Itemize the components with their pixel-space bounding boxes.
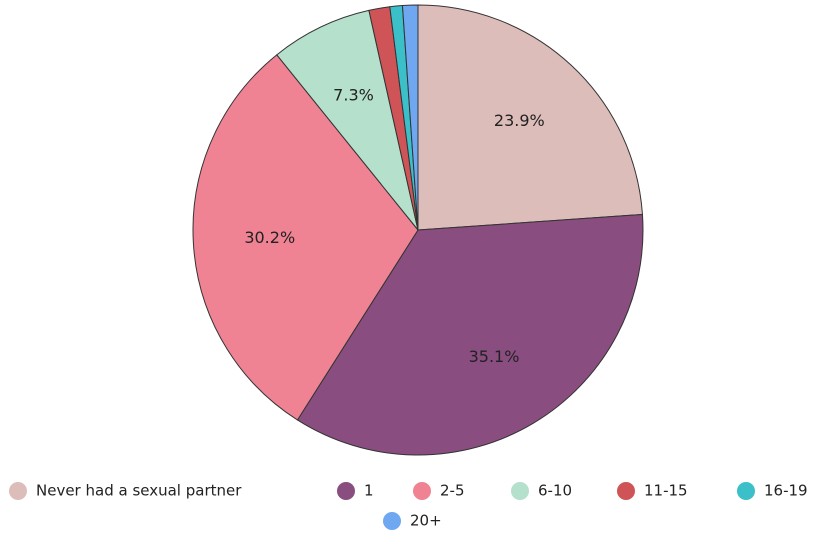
pie-slice	[417, 4, 643, 231]
legend-swatch	[337, 482, 355, 500]
legend-swatch	[413, 482, 431, 500]
pie-slice	[296, 213, 644, 456]
legend-swatch	[9, 482, 27, 500]
legend-label: 2-5	[440, 482, 465, 500]
legend-swatch	[617, 482, 635, 500]
legend-label: 11-15	[644, 482, 688, 500]
pie-slice	[192, 54, 419, 421]
data-label: 7.3%	[333, 86, 374, 105]
legend-label: 1	[364, 482, 374, 500]
data-label: 35.1%	[469, 347, 520, 366]
pie-slice	[401, 4, 419, 231]
legend-swatch	[511, 482, 529, 500]
legend-label: 16-19	[764, 482, 808, 500]
data-label: 30.2%	[244, 228, 295, 247]
data-label: 23.9%	[494, 111, 545, 130]
legend-label: Never had a sexual partner	[36, 482, 242, 500]
legend-label: 20+	[410, 512, 442, 530]
legend-label: 6-10	[538, 482, 572, 500]
legend-swatch	[737, 482, 755, 500]
pie-slice	[276, 9, 419, 231]
legend-swatch	[383, 512, 401, 530]
